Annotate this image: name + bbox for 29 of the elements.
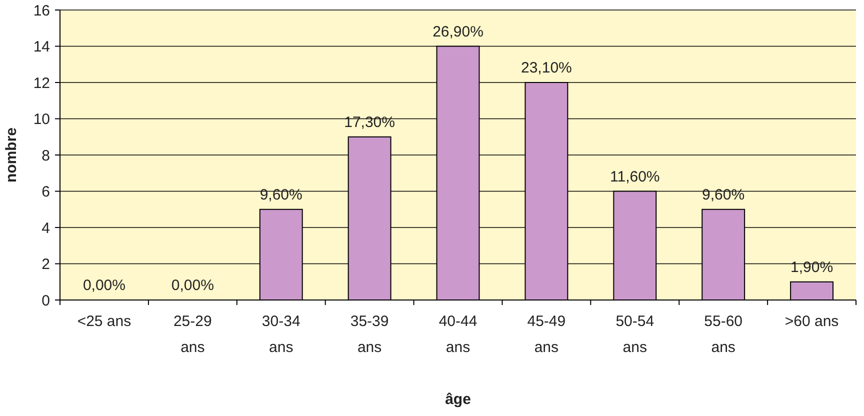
annotation: 1,90%	[790, 258, 834, 276]
x-tick-label: 45-49 ans	[527, 313, 566, 356]
x-tick-label: 50-54 ans	[616, 313, 654, 356]
y-axis-title: nombre	[3, 127, 20, 183]
y-tick-label: 6	[42, 184, 50, 200]
x-tick-label: <25 ans	[77, 313, 132, 330]
x-tick-label: 25-29 ans	[173, 313, 212, 356]
annotation: 26,90%	[432, 23, 484, 40]
annotation: 0,00%	[82, 277, 126, 294]
y-tick-label: 12	[33, 74, 50, 92]
y-tick-label: 2	[42, 256, 50, 273]
annotation: 9,60%	[260, 186, 302, 204]
y-tick-label: 0	[42, 292, 50, 310]
y-tick-label: 10	[33, 111, 50, 128]
x-tick-label: 55-60 ans	[704, 313, 743, 356]
x-tick-label: 40-44 ans	[438, 313, 478, 356]
annotation: 23,10%	[521, 60, 572, 76]
y-tick-label: 4	[42, 220, 50, 237]
annotation: 9,60%	[702, 186, 745, 204]
x-axis-title: âge	[445, 391, 471, 408]
x-tick-label: 35-39 ans	[350, 313, 389, 356]
y-tick-label: 8	[42, 147, 50, 164]
y-tick-label: 14	[33, 38, 50, 56]
annotation: 17,30%	[344, 114, 395, 131]
x-tick-label: 30-34 ans	[262, 313, 300, 356]
y-tick-label: 16	[33, 2, 50, 20]
annotation: 0,00%	[171, 277, 214, 294]
annotation: 11,60%	[610, 168, 660, 186]
x-tick-label: >60 ans	[784, 313, 839, 330]
